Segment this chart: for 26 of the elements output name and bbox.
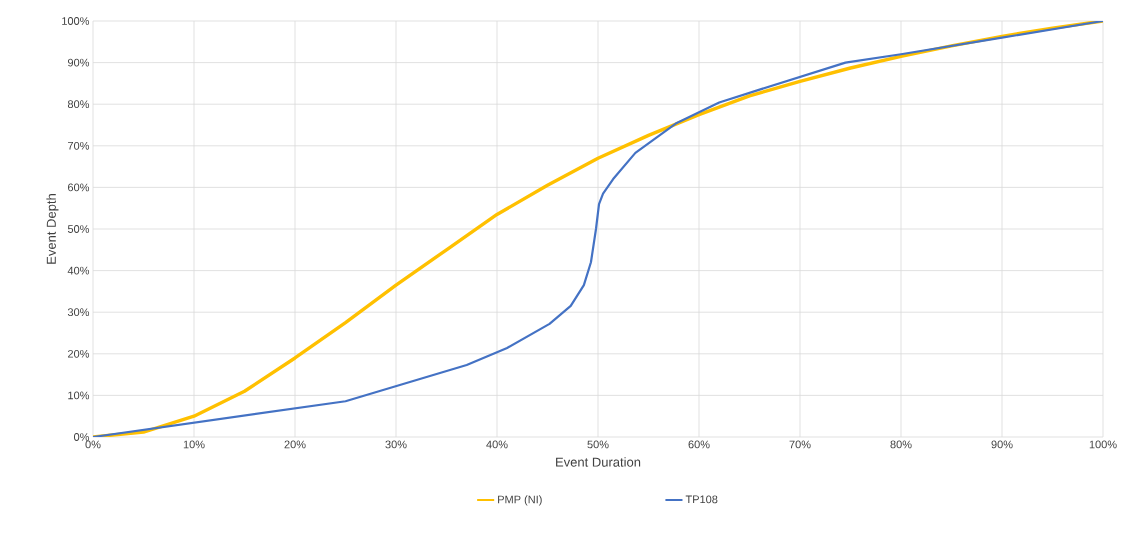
- x-tick-label: 20%: [284, 440, 306, 449]
- y-tick-label: 40%: [67, 266, 90, 275]
- x-axis-title: Event Duration: [556, 457, 641, 467]
- legend-label: TP108: [685, 495, 718, 504]
- x-tick-label: 30%: [385, 440, 407, 449]
- x-tick-label: 80%: [890, 440, 912, 449]
- y-tick-label: 0%: [74, 433, 90, 441]
- y-tick-label: 20%: [68, 349, 90, 358]
- x-tick-label: 70%: [789, 440, 811, 449]
- x-tick-label: 50%: [587, 440, 609, 449]
- x-tick-label: 90%: [991, 440, 1013, 449]
- x-tick-label: 10%: [183, 440, 205, 449]
- y-tick-label: 60%: [68, 183, 90, 192]
- y-tick-label: 30%: [67, 308, 90, 317]
- x-tick-label: 0%: [85, 440, 101, 449]
- y-tick-label: 10%: [68, 391, 90, 400]
- legend-label: PMP (NI): [498, 495, 542, 506]
- y-axis-title: Event Depth: [46, 194, 59, 264]
- y-tick-label: 50%: [67, 225, 90, 233]
- y-tick-label: 80%: [67, 100, 90, 109]
- y-tick-label: 100%: [62, 17, 90, 25]
- x-tick-label: 60%: [688, 440, 710, 449]
- x-tick-label: 40%: [486, 440, 508, 449]
- y-tick-label: 90%: [67, 58, 90, 67]
- x-tick-label: 100%: [1089, 440, 1117, 449]
- y-tick-label: 70%: [68, 141, 90, 150]
